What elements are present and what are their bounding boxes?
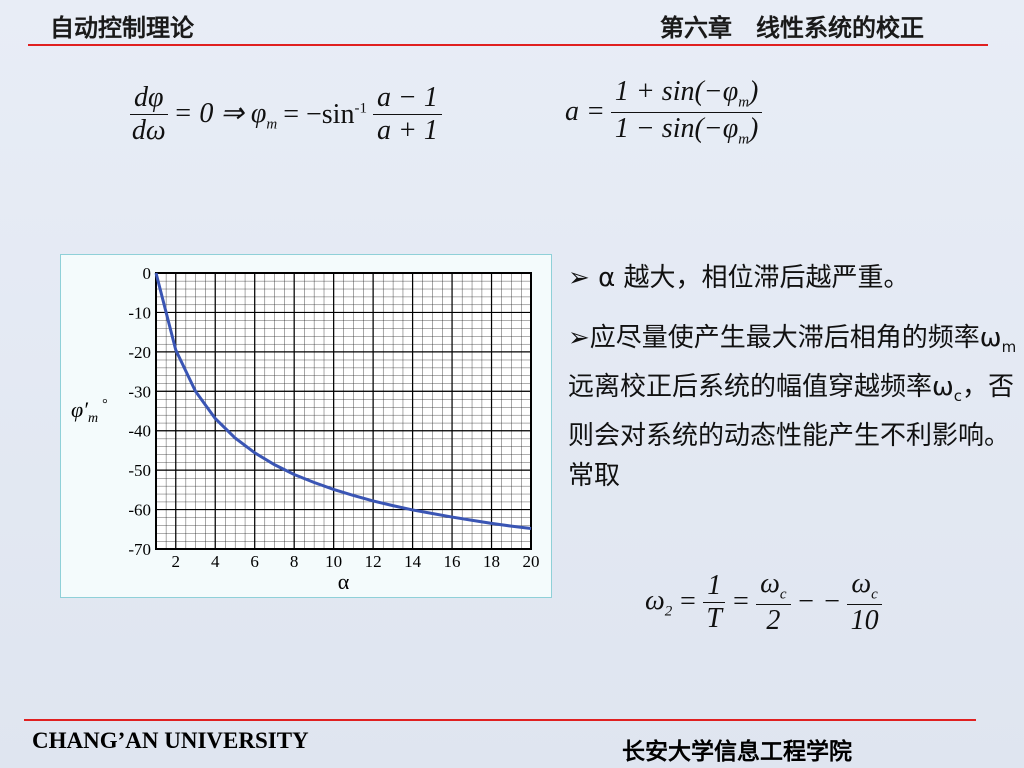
f: m <box>266 116 278 133</box>
f: ω <box>760 568 780 599</box>
school: 长安大学信息工程学院 <box>622 739 852 765</box>
y-tick-label: -40 <box>128 422 151 441</box>
f: 1 + sin(−φ <box>614 76 739 107</box>
y-axis-label: φ′ <box>71 397 89 422</box>
bullet-2: ➢应尽量使产生最大滞后相角的频率ωm远离校正后系统的幅值穿越频率ωc，否则会对系… <box>568 323 1017 492</box>
bullet-1: ➢ α 越大，相位滞后越严重。 <box>568 263 910 293</box>
f: m <box>738 94 750 111</box>
f: a = <box>565 96 605 128</box>
bullet-text: 应尽量使产生最大滞后相角的频率ω <box>589 323 1002 353</box>
f: = 0 ⇒ φ <box>173 97 267 129</box>
x-axis-label: α <box>338 569 350 594</box>
f: 2 <box>664 603 673 620</box>
x-tick-label: 2 <box>171 552 180 571</box>
y-axis-label: m <box>88 411 98 426</box>
bullet-text: 远离校正后系统的幅值穿越频率ω <box>568 372 954 403</box>
bullet-text: ，否则会对系统的动态性能产生不利影响。常取 <box>568 372 1015 492</box>
f: − − <box>796 586 842 618</box>
f: ω <box>851 568 872 599</box>
f: -1 <box>354 100 367 117</box>
f: dω <box>131 115 166 146</box>
chapter-title: 第六章 线性系统的校正 <box>660 14 924 42</box>
course-title: 自动控制理论 <box>50 14 194 42</box>
bullet-text: c <box>953 387 963 406</box>
y-tick-label: -30 <box>128 382 151 401</box>
minor-grid <box>156 273 531 549</box>
x-tick-label: 16 <box>444 552 461 571</box>
x-tick-label: 6 <box>250 552 259 571</box>
line <box>154 272 532 530</box>
x-tick-label: 12 <box>365 552 382 571</box>
f: 2 <box>766 604 781 636</box>
f: = <box>731 586 751 618</box>
f: 1 <box>703 570 726 603</box>
x-tick-label: 20 <box>523 552 540 571</box>
chart-frame: 0 -10 -20 -30 -40 -50 -60 -70 2 4 6 8 10 12 14 16 18 20 α φ… <box>60 254 552 598</box>
y-axis-label: ° <box>102 397 108 412</box>
f: ) <box>749 76 759 107</box>
f: c <box>779 586 787 603</box>
university: CHANG’AN UNIVERSITY <box>32 728 309 753</box>
x-tick-label: 14 <box>404 552 422 571</box>
f: dφ <box>130 82 168 115</box>
bullet-text: α 越大，相位滞后越严重。 <box>598 263 910 293</box>
header-rule <box>28 44 988 46</box>
x-tick-label: 4 <box>211 552 220 571</box>
y-tick-label: 0 <box>143 264 152 283</box>
f: 10 <box>850 604 879 636</box>
f: T <box>706 602 722 634</box>
x-tick-label: 18 <box>483 552 500 571</box>
y-tick-label: -70 <box>128 540 151 559</box>
footer-rule <box>24 719 976 721</box>
f: ) <box>749 112 759 144</box>
plot-border <box>155 272 532 550</box>
y-axis-label: φ′m ° <box>71 397 108 426</box>
chart: 0 -10 -20 -30 -40 -50 -60 -70 2 4 6 8 10 12 14 16 18 20 α φ… <box>71 264 540 594</box>
f: c <box>871 586 878 603</box>
formula-2: a = 1 + sin(−φm) 1 − sin(−φm) <box>565 76 763 148</box>
y-tick-label: -60 <box>128 501 151 520</box>
f: = <box>678 586 698 618</box>
y-tick-label: -20 <box>128 343 151 362</box>
f: = −sin <box>283 98 355 130</box>
x-tick-label: 8 <box>290 552 299 571</box>
bullet-text: m <box>1001 338 1017 357</box>
x-tick-label: 10 <box>325 552 342 571</box>
f: m <box>738 131 750 148</box>
f: a + 1 <box>376 115 438 146</box>
f: ω <box>645 584 665 616</box>
f: 1 − sin(−φ <box>614 112 739 144</box>
y-tick-label: -10 <box>128 303 151 322</box>
y-tick-label: -50 <box>128 461 151 480</box>
f: a − 1 <box>372 82 442 115</box>
